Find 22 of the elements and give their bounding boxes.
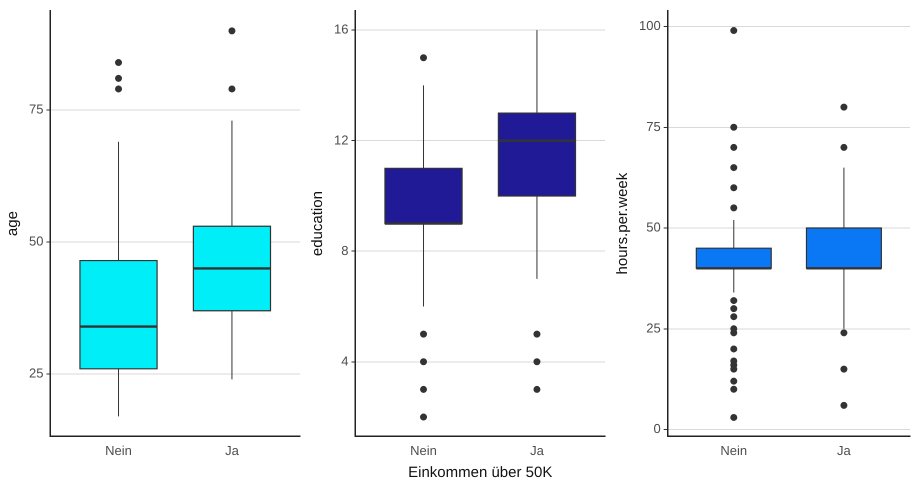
y-tick-label: 12 (334, 132, 348, 148)
x-tick-label: Ja (530, 442, 545, 458)
y-tick-label: 50 (646, 220, 661, 235)
y-tick-label: 25 (28, 366, 44, 381)
y-axis-title: education (309, 191, 326, 256)
x-axis-title: Einkommen über 50K (408, 464, 552, 482)
x-tick-label: Nein (720, 442, 748, 458)
y-tick-label: 75 (28, 102, 44, 117)
x-tick-label: Nein (105, 442, 132, 458)
x-tick-label: Ja (837, 442, 852, 458)
y-tick-label: 0 (653, 421, 661, 436)
y-axis-title: age (4, 211, 22, 236)
y-tick-label: 50 (28, 234, 44, 249)
y-tick-label: 100 (638, 18, 661, 34)
y-axis-title: hours.per.week (614, 172, 632, 274)
y-tick-label: 4 (341, 353, 348, 368)
x-tick-label: Nein (410, 442, 437, 458)
y-tick-label: 25 (646, 320, 661, 336)
y-tick-label: 16 (334, 22, 348, 37)
y-tick-label: 75 (646, 118, 661, 134)
x-tick-label: Ja (225, 442, 240, 458)
y-tick-label: 8 (341, 242, 348, 258)
